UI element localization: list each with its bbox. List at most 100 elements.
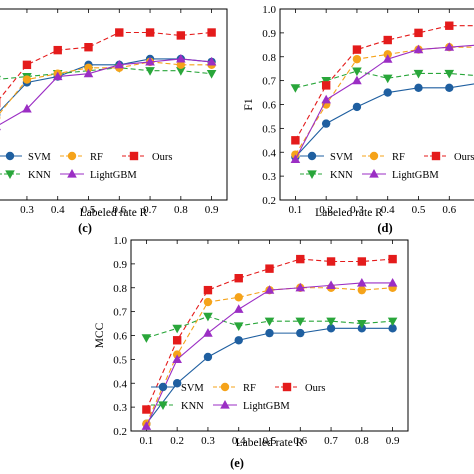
- legend-label-rf: RF: [90, 152, 103, 163]
- data-point-rf: [352, 54, 362, 64]
- data-point-svm: [352, 102, 362, 112]
- legend-marker-ours: [431, 151, 441, 161]
- data-point-knn: [352, 67, 362, 77]
- data-point-svm: [172, 379, 182, 388]
- legend-label-svm: SVM: [28, 152, 51, 163]
- series-line-knn: [0, 67, 212, 80]
- data-point-ours: [53, 45, 62, 55]
- data-point-ours: [22, 60, 32, 70]
- x-tick-label: 0.8: [355, 435, 369, 447]
- y-tick-label: 0.3: [113, 402, 127, 414]
- data-point-ours: [234, 274, 243, 283]
- legend-marker-ours: [129, 151, 139, 161]
- x-tick-label: 0.5: [82, 204, 96, 216]
- data-point-lightgbm: [357, 277, 367, 287]
- x-tick-label: 0.3: [20, 204, 34, 216]
- data-point-svm: [321, 119, 331, 128]
- data-point-lightgbm: [326, 280, 336, 289]
- legend-label-knn: KNN: [330, 170, 353, 181]
- data-point-ours: [321, 81, 331, 90]
- data-point-knn: [141, 334, 152, 343]
- legend-label-knn: KNN: [181, 401, 204, 412]
- data-point-svm: [203, 352, 213, 362]
- y-tick-label: 0.8: [262, 52, 276, 64]
- data-point-ours: [115, 28, 124, 37]
- data-point-knn: [357, 319, 367, 329]
- data-point-ours: [265, 264, 274, 273]
- series-group: [0, 28, 217, 131]
- chart-panel--c-: 0.3 0.4 0.5 0.6 0.7 0.8 0.9 Labeled rate R (c) SV…: [0, 8, 228, 235]
- data-point-svm: [388, 324, 397, 333]
- x-tick-label: 0.6: [112, 204, 126, 216]
- y-tick-label: 0.5: [113, 354, 127, 366]
- data-point-lightgbm: [203, 328, 213, 337]
- y-tick-label: 1.0: [262, 4, 276, 16]
- data-point-lightgbm: [172, 354, 182, 363]
- y-tick-label: 0.4: [262, 147, 276, 159]
- data-point-knn: [326, 317, 336, 327]
- data-point-lightgbm: [114, 59, 125, 69]
- legend-marker-lightgbm: [369, 169, 379, 178]
- data-point-knn: [264, 317, 275, 327]
- data-point-rf: [357, 285, 367, 295]
- data-point-lightgbm: [83, 68, 94, 78]
- legend-marker-rf: [220, 382, 230, 392]
- legend-marker-svm: [307, 151, 317, 161]
- chart-panel--e-: 0.1 0.2 0.3 0.4 0.5 0.6 0.7 0.8 0.9 0.2 0.3 0.4 0.5 0…: [94, 235, 409, 470]
- data-point-lightgbm: [352, 75, 362, 85]
- x-tick-label: 0.4: [381, 204, 395, 216]
- data-point-lightgbm: [141, 421, 152, 430]
- legend-label-lightgbm: LightGBM: [243, 401, 290, 412]
- series-group: [141, 254, 398, 430]
- y-tick-label: 0.4: [113, 378, 127, 390]
- data-point-lightgbm: [321, 94, 331, 104]
- legend-label-ours: Ours: [305, 383, 325, 394]
- x-tick-label: 0.1: [289, 204, 303, 216]
- legend-marker-svm: [5, 151, 15, 161]
- series-line-knn: [295, 70, 474, 89]
- x-tick-label: 0.4: [51, 204, 65, 216]
- data-point-rf: [234, 293, 243, 302]
- y-tick-label: 0.7: [262, 76, 276, 88]
- x-tick-label: 0.6: [442, 204, 456, 216]
- legend-label-rf: RF: [243, 383, 256, 394]
- data-point-knn: [203, 312, 213, 322]
- data-point-knn: [145, 67, 155, 76]
- y-tick-label: 0.6: [262, 100, 276, 112]
- data-point-knn: [233, 322, 244, 331]
- x-tick-label: 0.7: [324, 435, 338, 447]
- x-axis-label: Labeled rate R: [315, 207, 383, 219]
- x-tick-label: 0.5: [263, 435, 277, 447]
- data-point-ours: [352, 45, 362, 54]
- data-point-ours: [388, 254, 397, 264]
- y-tick-label: 1.0: [113, 235, 127, 247]
- data-point-svm: [326, 324, 336, 333]
- chart-panel--d-: 0.1 0.2 0.3 0.4 0.5 0.6 0.2 0.3 0.4 0.5 0.6 0.7 0.8 0…: [243, 4, 474, 235]
- data-point-svm: [414, 83, 423, 92]
- data-point-knn: [206, 70, 217, 79]
- legend-label-rf: RF: [392, 152, 405, 163]
- data-point-svm: [383, 88, 392, 97]
- x-axis-label: Labeled rate R: [80, 207, 148, 219]
- data-point-knn: [295, 317, 306, 327]
- legend-label-lightgbm: LightGBM: [392, 170, 439, 181]
- legend: SVM RF Ours KNN LightGBM: [151, 382, 325, 412]
- y-axis-label: F1: [243, 98, 255, 110]
- legend-marker-svm: [158, 382, 168, 392]
- x-tick-label: 0.3: [350, 204, 364, 216]
- x-tick-label: 0.8: [174, 204, 188, 216]
- data-point-lightgbm: [176, 53, 186, 63]
- legend-marker-knn: [307, 170, 317, 179]
- y-axis-label: MCC: [94, 322, 106, 348]
- data-point-lightgbm: [382, 54, 393, 63]
- data-point-lightgbm: [22, 103, 32, 113]
- y-tick-label: 0.2: [262, 195, 276, 207]
- data-point-lightgbm: [52, 71, 63, 81]
- data-point-ours: [383, 35, 392, 45]
- data-point-ours: [291, 136, 300, 145]
- data-point-lightgbm: [290, 154, 301, 164]
- panel-label: (e): [230, 456, 244, 470]
- panel-label: (d): [377, 221, 392, 235]
- data-point-lightgbm: [264, 285, 275, 294]
